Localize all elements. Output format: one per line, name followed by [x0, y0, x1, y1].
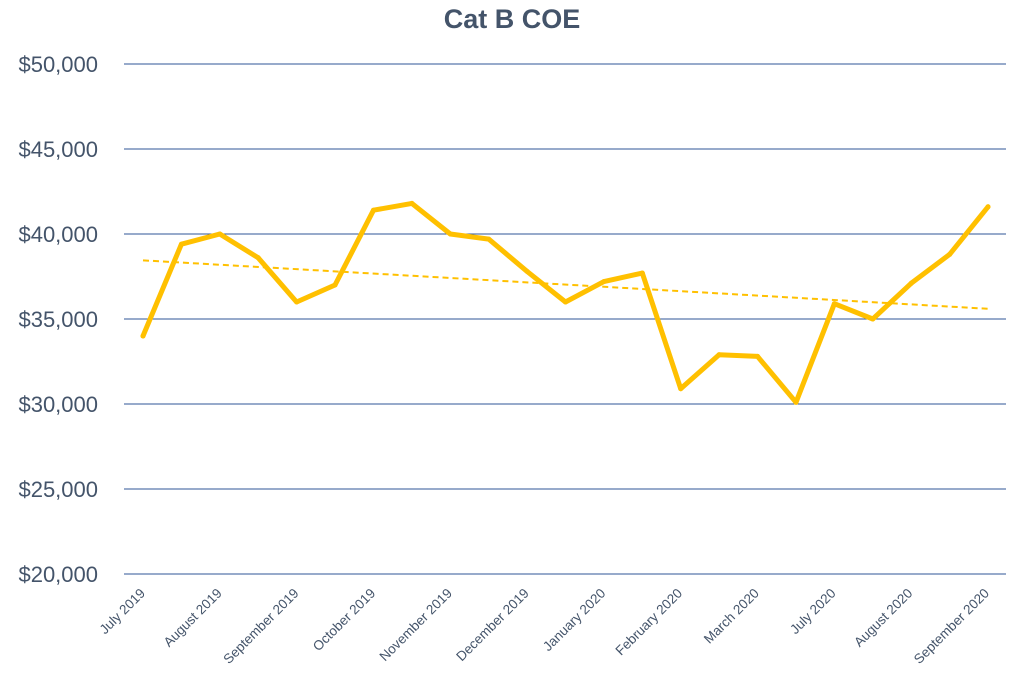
data-point — [447, 231, 453, 237]
data-point — [217, 231, 223, 237]
gridlines — [124, 63, 1006, 575]
data-point — [793, 399, 799, 405]
y-tick-label: $40,000 — [18, 222, 98, 247]
x-tick-label: March 2020 — [701, 586, 762, 647]
data-point — [985, 204, 991, 210]
data-point — [409, 200, 415, 206]
data-point — [947, 251, 953, 257]
x-tick-label: February 2020 — [613, 586, 686, 659]
x-tick-label: November 2019 — [376, 586, 455, 665]
y-tick-label: $20,000 — [18, 562, 98, 587]
x-tick-label: October 2019 — [310, 586, 378, 654]
y-tick-label: $25,000 — [18, 477, 98, 502]
data-point — [639, 270, 645, 276]
data-point — [294, 299, 300, 305]
y-tick-label: $50,000 — [18, 52, 98, 77]
x-tick-label: September 2019 — [220, 586, 301, 667]
data-point — [524, 268, 530, 274]
data-point — [908, 280, 914, 286]
data-point — [255, 255, 261, 261]
y-tick-label: $30,000 — [18, 392, 98, 417]
data-point — [716, 352, 722, 358]
data-point — [755, 353, 761, 359]
data-point — [140, 333, 146, 339]
x-tick-label: July 2019 — [97, 586, 148, 637]
data-point — [332, 282, 338, 288]
data-point — [486, 236, 492, 242]
x-tick-label: January 2020 — [540, 586, 608, 654]
data-point — [563, 299, 568, 305]
data-point — [831, 301, 837, 307]
data-point — [601, 279, 607, 285]
y-axis-tick-labels: $20,000 $25,000 $30,000 $35,000 $40,000 $45,0… — [18, 52, 98, 587]
x-tick-label: July 2020 — [787, 586, 838, 637]
trendline — [142, 259, 989, 310]
chart-title: Cat B COE — [444, 4, 581, 34]
data-point — [678, 386, 684, 392]
y-tick-label: $45,000 — [18, 137, 98, 162]
data-point — [370, 207, 376, 213]
data-point — [870, 316, 876, 322]
x-tick-label: August 2020 — [851, 586, 915, 650]
x-tick-label: September 2020 — [911, 586, 992, 667]
y-tick-label: $35,000 — [18, 307, 98, 332]
data-point — [178, 241, 184, 247]
x-tick-label: December 2019 — [453, 586, 532, 665]
x-tick-label: August 2019 — [161, 586, 225, 650]
data-points — [140, 200, 991, 405]
